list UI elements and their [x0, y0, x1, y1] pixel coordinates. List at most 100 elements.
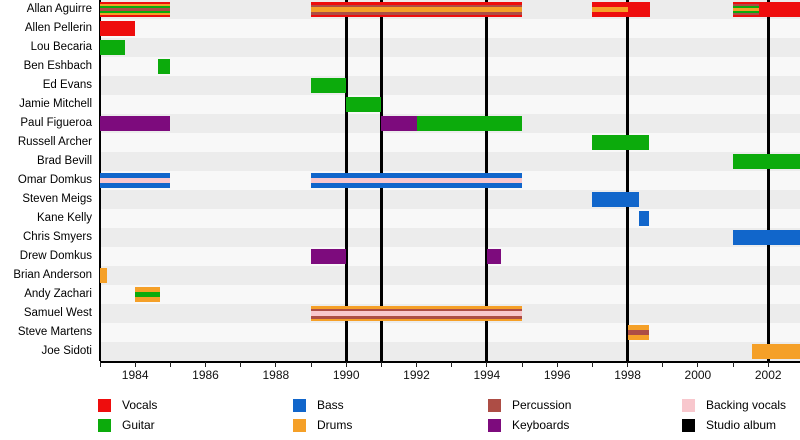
x-axis-tick — [486, 362, 488, 367]
role-layer-bass — [639, 211, 649, 226]
member-role-bar — [592, 2, 628, 17]
member-name-label: Omar Domkus — [17, 174, 92, 186]
x-axis-tick — [627, 362, 629, 367]
role-layer-guitar — [311, 78, 347, 93]
legend-label: Percussion — [512, 398, 572, 412]
legend-swatch-keyboards-icon — [488, 419, 501, 432]
x-axis-tick — [556, 362, 558, 367]
member-name-label: Kane Kelly — [37, 212, 92, 224]
role-layer-vocals — [100, 21, 136, 36]
role-layer-keyboards — [486, 249, 501, 264]
role-layer-bass — [733, 230, 800, 245]
x-axis-tick — [275, 362, 277, 367]
role-layer-percussion — [100, 8, 171, 11]
x-axis-tick — [380, 362, 382, 367]
member-name-label: Brad Bevill — [37, 155, 92, 167]
member-role-bar — [627, 2, 651, 17]
x-axis-tick — [732, 362, 734, 367]
row-stripe — [100, 190, 800, 209]
role-layer-guitar — [100, 40, 125, 55]
x-axis-tick — [767, 362, 769, 367]
member-role-bar — [311, 306, 523, 321]
legend-swatch-percussion-icon — [488, 399, 501, 412]
legend-swatch-vocals-icon — [98, 399, 111, 412]
legend-label: Drums — [317, 418, 353, 432]
row-stripe — [100, 266, 800, 285]
legend-swatch-bass-icon — [293, 399, 306, 412]
row-stripe — [100, 133, 800, 152]
row-stripe — [100, 95, 800, 114]
member-name-label: Ed Evans — [42, 79, 92, 91]
legend-swatch-guitar-icon — [98, 419, 111, 432]
row-stripe — [100, 342, 800, 361]
row-stripe — [100, 38, 800, 57]
member-role-bar — [592, 192, 640, 207]
member-role-bar — [486, 249, 501, 264]
member-role-bar — [592, 135, 649, 150]
member-role-bar — [752, 344, 800, 359]
row-stripe — [100, 209, 800, 228]
member-name-label: Samuel West — [23, 307, 92, 319]
x-axis-tick — [416, 362, 418, 367]
x-axis-tick — [310, 362, 312, 367]
role-layer-drums — [752, 344, 800, 359]
member-role-bar — [311, 2, 523, 17]
x-axis-tick — [205, 362, 206, 367]
role-layer-backing_vocals — [100, 178, 171, 183]
x-axis-line — [100, 361, 800, 363]
legend-label: Studio album — [706, 418, 777, 432]
x-axis-tick-label: 1994 — [473, 368, 501, 382]
role-layer-guitar — [733, 154, 800, 169]
member-role-bar — [100, 116, 171, 131]
row-stripe — [100, 76, 800, 95]
member-role-bar — [346, 97, 382, 112]
row-stripe — [100, 152, 800, 171]
role-layer-vocals — [759, 2, 800, 17]
x-axis-tick — [345, 362, 347, 367]
plot-area: Allan Aguirre Allen Pellerin Lou Becaria Be… — [13, 0, 800, 382]
legend-swatch-drums-icon — [293, 419, 306, 432]
role-layer-guitar — [346, 97, 382, 112]
row-stripe — [100, 285, 800, 304]
member-name-label: Chris Smyers — [22, 231, 92, 243]
member-role-bar — [100, 268, 108, 283]
role-layer-drums — [100, 268, 108, 283]
x-axis-tick-label: 1998 — [614, 368, 641, 382]
member-name-label: Steve Martens — [17, 326, 92, 338]
member-role-bar — [639, 211, 649, 226]
member-role-bar — [416, 116, 523, 131]
row-stripe — [100, 323, 800, 342]
role-layer-backing_vocals — [311, 178, 523, 183]
row-stripe — [100, 19, 800, 38]
role-layer-guitar — [158, 59, 171, 74]
x-axis-tick — [240, 362, 242, 367]
legend-label: Keyboards — [512, 418, 570, 432]
member-name-label: Jamie Mitchell — [19, 98, 92, 110]
member-role-bar — [311, 78, 347, 93]
member-role-bar — [311, 173, 523, 188]
studio-album-line — [626, 0, 630, 361]
row-stripe — [100, 228, 800, 247]
role-layer-guitar — [416, 116, 523, 131]
x-axis-tick — [591, 362, 593, 367]
role-layer-vocals — [627, 2, 651, 17]
x-axis-tick — [662, 362, 664, 367]
x-axis-tick-label: 2000 — [684, 368, 712, 382]
member-name-label: Lou Becaria — [30, 41, 92, 53]
role-layer-drums — [592, 7, 628, 12]
member-role-bar — [627, 325, 649, 340]
member-role-bar — [100, 2, 171, 17]
x-axis-tick — [521, 362, 523, 367]
x-axis-tick — [451, 362, 453, 367]
x-axis-tick — [169, 362, 171, 367]
member-role-bar — [311, 249, 347, 264]
x-axis-tick — [697, 362, 699, 367]
member-name-label: Steven Meigs — [22, 193, 92, 205]
member-name-label: Allen Pellerin — [24, 22, 92, 34]
member-name-label: Drew Domkus — [19, 250, 92, 262]
x-axis-tick-label: 1986 — [192, 368, 219, 382]
x-axis-tick-label: 1984 — [121, 368, 149, 382]
legend-label: Guitar — [122, 418, 155, 432]
x-axis-tick-label: 1996 — [543, 368, 571, 382]
